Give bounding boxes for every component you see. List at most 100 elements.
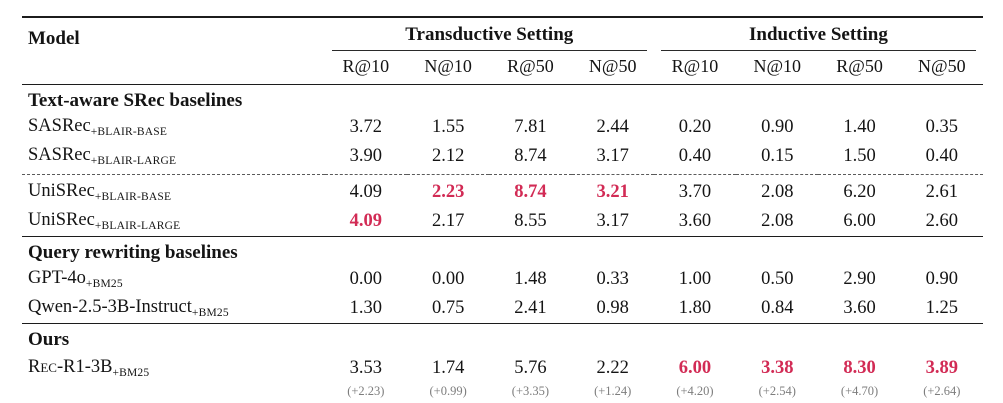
metric-value: 0.15	[736, 142, 819, 175]
improvement-delta: (+2.23)	[347, 384, 385, 398]
metric-value: 0.90	[761, 117, 794, 137]
metric-value: 6.20	[843, 182, 876, 202]
metric-value: 0.75	[431, 298, 465, 318]
metric-value: 0.90	[925, 269, 959, 289]
metric-header: R@10	[342, 56, 390, 76]
model-name-subscript: +BM25	[191, 307, 229, 319]
metric-value: 8.74	[489, 142, 572, 175]
metric-value: 2.08	[761, 211, 794, 231]
table-row: Rec-R1-3B+BM25 3.53 1.74 5.76 2.22 6.00 …	[22, 352, 983, 383]
section-header: Text-aware SRec baselines	[28, 90, 243, 111]
metric-value: 2.61	[925, 182, 959, 202]
model-column-header: Model	[28, 28, 80, 49]
metric-value: 0.98	[596, 298, 629, 318]
metric-value: 0.40	[900, 142, 983, 175]
empty-cell	[22, 383, 325, 403]
metric-value: 2.12	[406, 142, 490, 175]
model-name-main: GPT-4o	[28, 268, 86, 288]
metric-value: 1.48	[514, 269, 547, 289]
metric-value: 5.76	[514, 358, 547, 378]
metric-value: 0.50	[761, 269, 794, 289]
metric-value-best: 4.09	[349, 211, 383, 231]
section-header: Ours	[28, 329, 70, 350]
model-name-subscript: +BLAIR-BASE	[90, 126, 168, 138]
metric-value: 1.25	[925, 298, 959, 318]
section-header: Query rewriting baselines	[28, 242, 238, 263]
model-name-main: Rec-R1-3B	[28, 357, 113, 377]
metric-value: 1.55	[431, 117, 465, 137]
model-name-main: Qwen-2.5-3B-Instruct	[28, 297, 192, 317]
table-row: GPT-4o+BM25 0.00 0.00 1.48 0.33 1.00 0.5…	[22, 265, 983, 294]
metric-header: N@50	[588, 56, 637, 76]
metric-value: 3.70	[678, 182, 712, 202]
metric-value-best: 3.89	[925, 358, 959, 378]
model-name: Rec-R1-3B+BM25	[22, 352, 325, 383]
improvement-delta: (+4.70)	[840, 384, 879, 398]
table-row: SASRec+BLAIR-BASE 3.72 1.55 7.81 2.44 0.…	[22, 113, 983, 142]
table-row: UniSRec+BLAIR-LARGE 4.09 2.17 8.55 3.17 …	[22, 207, 983, 237]
section-ours: Ours Rec-R1-3B+BM25 3.53 1.74 5.76 2.22 …	[22, 323, 983, 403]
metric-value: 0.35	[925, 117, 959, 137]
model-name: UniSRec+BLAIR-BASE	[22, 175, 325, 208]
metric-value-best: 2.23	[431, 182, 465, 202]
metric-value: 4.09	[349, 182, 383, 202]
results-table: Model Transductive Setting Inductive Set…	[22, 16, 983, 403]
model-name: Qwen-2.5-3B-Instruct+BM25	[22, 294, 325, 324]
metric-value: 0.00	[431, 269, 465, 289]
metric-value: 8.55	[514, 211, 547, 231]
metric-value: 0.84	[761, 298, 794, 318]
metric-value: 1.74	[431, 358, 465, 378]
metric-value: 0.00	[349, 269, 383, 289]
transductive-group-header: Transductive Setting	[325, 17, 654, 51]
metric-value-best: 8.74	[514, 182, 547, 202]
metric-value: 0.20	[678, 117, 712, 137]
inductive-group-header: Inductive Setting	[654, 17, 983, 51]
model-name: SASRec+BLAIR-LARGE	[22, 142, 325, 175]
metric-value-best: 3.21	[596, 182, 629, 202]
model-name-main: SASRec	[28, 116, 91, 136]
metric-value: 1.80	[678, 298, 712, 318]
section-text-aware-srec: Text-aware SRec baselines SASRec+BLAIR-B…	[22, 85, 983, 237]
section-query-rewriting: Query rewriting baselines GPT-4o+BM25 0.…	[22, 236, 983, 324]
metric-value: 0.40	[653, 142, 737, 175]
metric-value-best: 6.00	[678, 358, 712, 378]
improvement-delta: (+2.54)	[758, 384, 796, 398]
metric-value: 1.50	[818, 142, 901, 175]
model-name-subscript: +BM25	[85, 278, 123, 290]
metric-value: 2.41	[514, 298, 547, 318]
model-name-subscript: +BLAIR-LARGE	[90, 155, 177, 167]
metric-value: 2.17	[431, 211, 465, 231]
metric-value: 2.08	[761, 182, 794, 202]
model-name-main: UniSRec	[28, 181, 95, 201]
model-name-subscript: +BLAIR-LARGE	[94, 220, 181, 232]
metric-value: 2.22	[596, 358, 629, 378]
model-name-main: SASRec	[28, 145, 91, 165]
metric-value: 3.60	[678, 211, 712, 231]
metric-header: R@10	[671, 56, 719, 76]
metric-header: N@50	[918, 56, 966, 76]
metric-value: 3.60	[843, 298, 876, 318]
metric-header: N@10	[424, 56, 472, 76]
model-name: GPT-4o+BM25	[22, 265, 325, 294]
metric-value: 3.72	[349, 117, 383, 137]
metric-value: 0.33	[596, 269, 629, 289]
model-name: SASRec+BLAIR-BASE	[22, 113, 325, 142]
metric-value: 1.40	[843, 117, 876, 137]
improvement-delta: (+1.24)	[594, 384, 632, 398]
model-name: UniSRec+BLAIR-LARGE	[22, 207, 325, 237]
table-header: Model Transductive Setting Inductive Set…	[22, 17, 983, 85]
transductive-group-label: Transductive Setting	[331, 24, 647, 51]
improvement-delta: (+4.20)	[676, 384, 714, 398]
metric-value: 2.90	[843, 269, 876, 289]
model-name-main: UniSRec	[28, 210, 95, 230]
metric-value: 3.17	[571, 142, 654, 175]
improvement-delta: (+3.35)	[511, 384, 550, 398]
metric-value: 3.90	[324, 142, 407, 175]
metric-header: R@50	[507, 56, 554, 76]
metric-value: 3.53	[349, 358, 383, 378]
improvement-delta: (+2.64)	[923, 384, 961, 398]
metric-value-best: 8.30	[843, 358, 876, 378]
model-name-subscript: +BM25	[112, 367, 150, 379]
metric-header: R@50	[836, 56, 883, 76]
